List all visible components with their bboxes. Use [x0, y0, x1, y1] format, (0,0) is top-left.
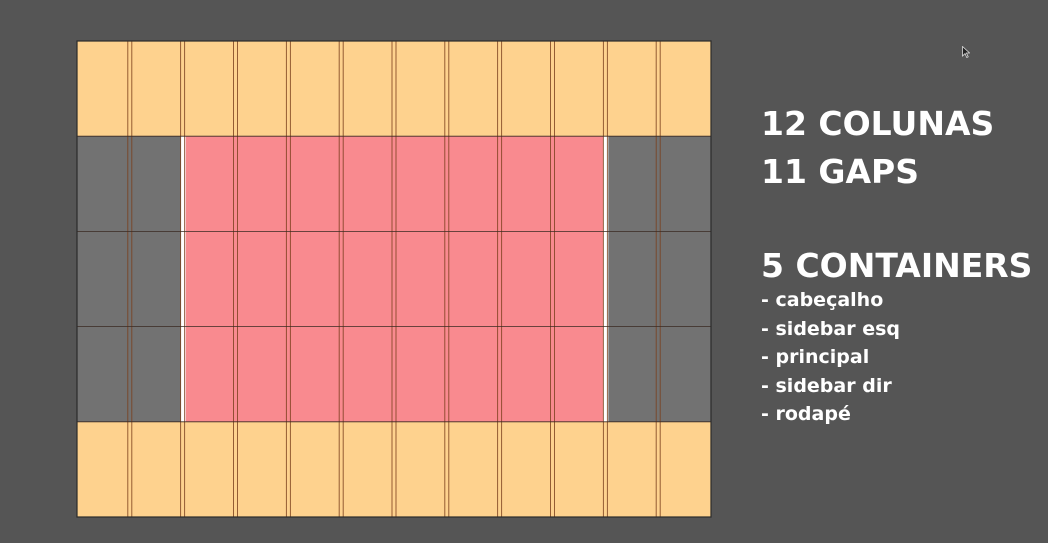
containers-label: 5 CONTAINERS	[761, 246, 1033, 285]
list-item-cabecalho: - cabeçalho	[761, 289, 884, 311]
container-principal	[182, 136, 606, 422]
gap-left-sidebar-main	[180, 136, 186, 422]
list-item-sidebar-esq: - sidebar esq	[761, 317, 901, 340]
list-item-sidebar-dir: - sidebar dir	[761, 374, 892, 397]
list-item-principal: - principal	[761, 346, 870, 368]
gap-right-sidebar-main	[603, 136, 609, 422]
container-cabecalho	[77, 41, 711, 137]
containers-list: - cabeçalho - sidebar esq - principal - …	[761, 286, 900, 429]
mouse-pointer-icon	[962, 46, 970, 58]
container-sidebar-esq	[77, 136, 183, 422]
columns-label: 12 COLUNAS	[761, 104, 995, 143]
container-sidebar-dir	[605, 136, 711, 422]
grid-border	[76, 40, 712, 518]
container-rodape	[77, 421, 711, 517]
gaps-label: 11 GAPS	[761, 152, 919, 191]
list-item-rodape: - rodapé	[761, 403, 851, 425]
